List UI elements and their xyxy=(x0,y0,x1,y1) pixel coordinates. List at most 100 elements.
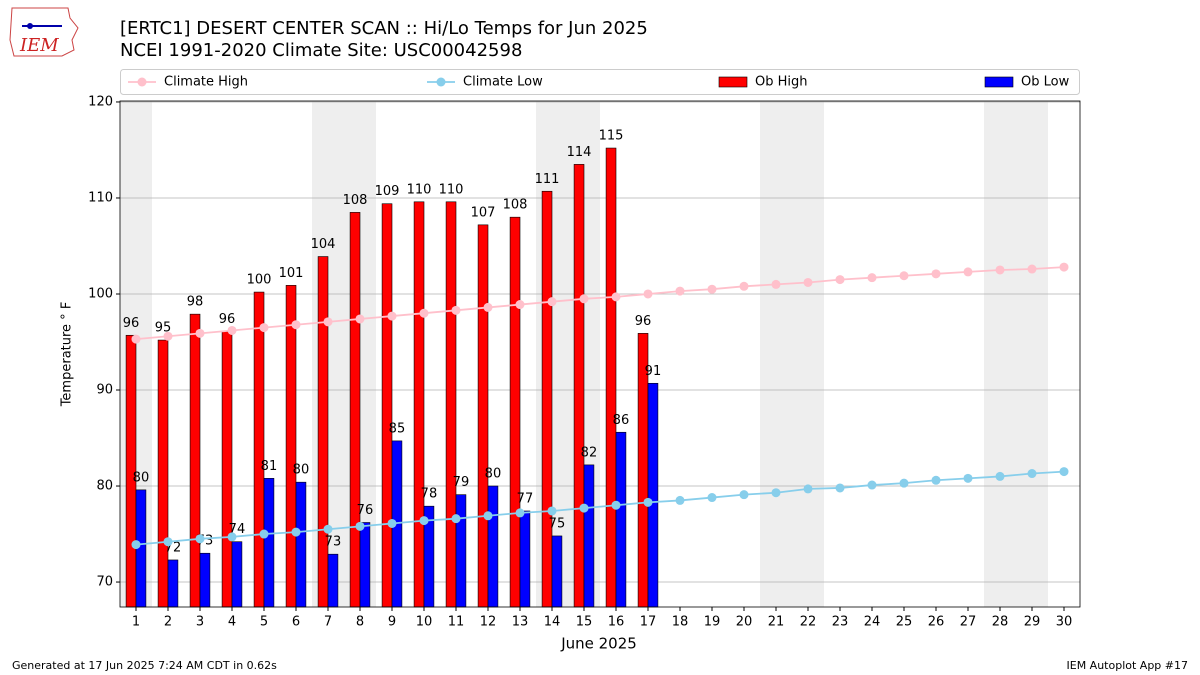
legend-label: Ob Low xyxy=(1021,75,1070,90)
bar xyxy=(519,510,531,608)
x-tick-label: 19 xyxy=(704,615,721,630)
line-point xyxy=(419,308,429,318)
line-point xyxy=(643,289,653,299)
bar xyxy=(615,431,627,608)
legend-box xyxy=(120,69,1080,95)
x-tick-label: 14 xyxy=(544,615,561,630)
x-tick-label: 28 xyxy=(992,615,1009,630)
x-tick-label: 2 xyxy=(164,615,172,630)
bar xyxy=(413,201,425,608)
data-label: 111 xyxy=(535,172,560,187)
chart-subtitle: NCEI 1991-2020 Climate Site: USC00042598 xyxy=(120,40,522,61)
bar xyxy=(541,190,553,608)
bar xyxy=(477,224,489,608)
x-tick-label: 15 xyxy=(576,615,593,630)
legend-swatch xyxy=(984,76,1014,88)
data-label: 81 xyxy=(261,459,278,474)
bar xyxy=(551,535,563,608)
y-axis-label: Temperature ° F xyxy=(60,302,75,408)
logo-dot xyxy=(27,23,33,29)
x-tick-label: 5 xyxy=(260,615,268,630)
bar xyxy=(253,291,265,608)
line-point xyxy=(131,334,141,344)
data-label: 82 xyxy=(581,445,598,460)
line-point xyxy=(387,518,397,528)
x-tick-label: 7 xyxy=(324,615,332,630)
line-point xyxy=(995,265,1005,275)
line-point xyxy=(547,506,557,516)
x-tick-label: 18 xyxy=(672,615,689,630)
line-point xyxy=(739,281,749,291)
x-tick-label: 4 xyxy=(228,615,236,630)
line-point xyxy=(931,475,941,485)
line-point xyxy=(963,267,973,277)
line-point xyxy=(899,478,909,488)
x-tick-label: 16 xyxy=(608,615,625,630)
line-point xyxy=(867,273,877,283)
line-point xyxy=(259,323,269,333)
line-point xyxy=(195,534,205,544)
line xyxy=(135,470,1065,546)
data-label: 115 xyxy=(599,129,624,144)
data-label: 78 xyxy=(421,487,438,502)
line-point xyxy=(355,521,365,531)
weekend-shade xyxy=(1016,101,1048,607)
bar xyxy=(349,212,361,608)
x-tick-label: 1 xyxy=(132,615,140,630)
line-point xyxy=(675,286,685,296)
line-point xyxy=(323,524,333,534)
x-tick-label: 10 xyxy=(416,615,433,630)
data-label: 108 xyxy=(343,193,368,208)
y-tick-label: 90 xyxy=(96,383,113,398)
y-tick-label: 70 xyxy=(96,575,113,590)
line-point xyxy=(163,537,173,547)
bar xyxy=(573,164,585,608)
line-point xyxy=(291,527,301,537)
data-label: 101 xyxy=(279,266,304,281)
x-tick-label: 24 xyxy=(864,615,881,630)
line-point xyxy=(163,331,173,341)
line-point xyxy=(771,488,781,498)
line-point xyxy=(451,514,461,524)
data-label: 114 xyxy=(567,145,592,160)
footer-right: IEM Autoplot App #17 xyxy=(1067,659,1189,672)
bar xyxy=(263,478,275,608)
data-label: 96 xyxy=(635,314,652,329)
line-point xyxy=(931,269,941,279)
data-label: 86 xyxy=(613,413,630,428)
bar xyxy=(509,216,521,608)
line-point xyxy=(323,317,333,327)
legend-swatch xyxy=(436,77,446,87)
data-label: 104 xyxy=(311,237,336,252)
x-tick-label: 23 xyxy=(832,615,849,630)
legend-label: Ob High xyxy=(755,75,808,90)
data-label: 109 xyxy=(375,184,400,199)
x-tick-label: 3 xyxy=(196,615,204,630)
data-label: 77 xyxy=(517,491,534,506)
line-point xyxy=(547,297,557,307)
data-label: 98 xyxy=(187,295,204,310)
line-point xyxy=(835,483,845,493)
x-tick-label: 25 xyxy=(896,615,913,630)
bar xyxy=(167,559,179,608)
line-point xyxy=(611,292,621,302)
x-tick-label: 27 xyxy=(960,615,977,630)
weekend-shade xyxy=(984,101,1016,607)
data-label: 96 xyxy=(219,312,236,327)
line-point xyxy=(1027,469,1037,479)
line-point xyxy=(611,500,621,510)
bar xyxy=(381,203,393,608)
x-tick-label: 12 xyxy=(480,615,497,630)
plot-frame xyxy=(119,100,1081,608)
line-point xyxy=(707,284,717,294)
line-point xyxy=(355,314,365,324)
line-point xyxy=(1027,264,1037,274)
line xyxy=(135,266,1065,341)
data-label: 79 xyxy=(453,475,470,490)
line-point xyxy=(1059,262,1069,272)
data-label: 91 xyxy=(645,364,662,379)
line-point xyxy=(291,320,301,330)
data-label: 80 xyxy=(485,467,502,482)
x-axis-label: June 2025 xyxy=(560,635,637,653)
